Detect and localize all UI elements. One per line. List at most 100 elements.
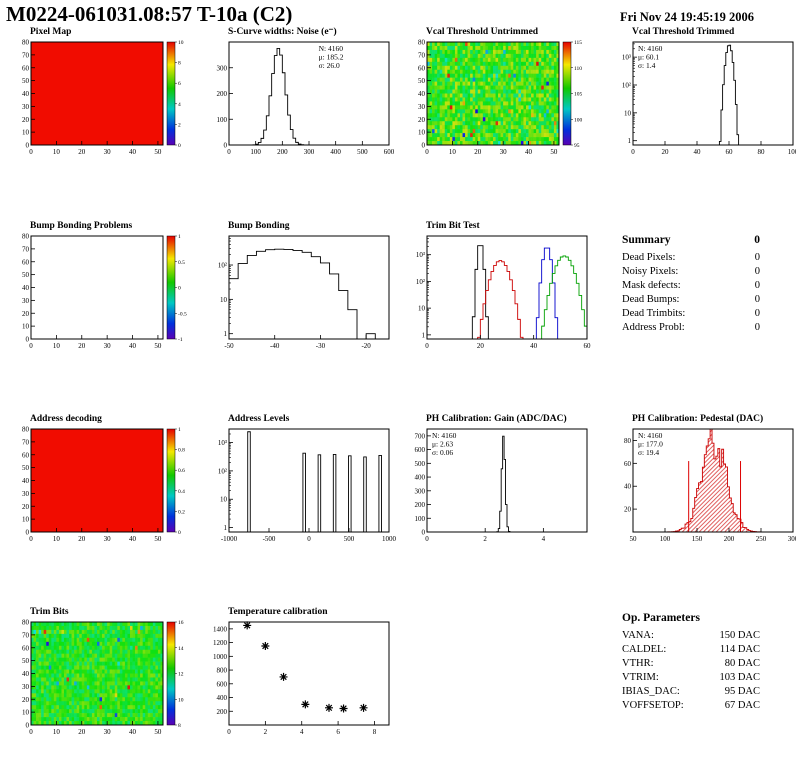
svg-text:500: 500	[357, 148, 368, 156]
chart-title: Trim Bit Test	[426, 221, 480, 231]
svg-text:200: 200	[277, 148, 288, 156]
chart-title: Pixel Map	[30, 27, 72, 37]
panel-bump-problems: Bump Bonding Problems 0 10 20 30 40 50 0 10 20 30…	[4, 221, 200, 352]
chart-title: Vcal Threshold Trimmed	[632, 27, 735, 37]
svg-text:1: 1	[224, 330, 228, 338]
op-parameters-header: Op. Parameters	[622, 612, 760, 624]
op-parameter-value: 114 DAC	[719, 644, 760, 655]
svg-text:100: 100	[250, 148, 261, 156]
svg-text:10: 10	[624, 109, 632, 117]
svg-text:1000: 1000	[382, 535, 397, 543]
svg-text:30: 30	[22, 103, 30, 111]
svg-text:50: 50	[630, 535, 638, 543]
summary-row-label: Mask defects:	[622, 280, 681, 291]
svg-text:0: 0	[425, 148, 429, 156]
svg-text:700: 700	[415, 432, 426, 440]
svg-text:4: 4	[300, 728, 304, 736]
svg-text:400: 400	[415, 474, 426, 482]
svg-text:20: 20	[662, 148, 670, 156]
chart-title: Bump Bonding	[228, 221, 290, 231]
vcal-untrimmed-chart: 0 10 20 30 40 50 0 10 20 30 40 50 60 70 80 115 110 105 100…	[418, 39, 583, 157]
svg-text:60: 60	[22, 644, 30, 652]
svg-text:600: 600	[384, 148, 395, 156]
svg-text:N: 4160: N: 4160	[638, 431, 663, 440]
svg-text:150: 150	[692, 535, 703, 543]
svg-text:600: 600	[415, 446, 426, 454]
svg-text:20: 20	[22, 503, 30, 511]
svg-text:0: 0	[26, 529, 30, 537]
svg-text:1200: 1200	[213, 639, 228, 647]
svg-text:100: 100	[415, 515, 426, 523]
svg-text:0: 0	[422, 529, 426, 537]
svg-text:100: 100	[217, 116, 228, 124]
svg-text:50: 50	[154, 535, 162, 543]
svg-text:1400: 1400	[213, 625, 228, 633]
svg-text:10²: 10²	[218, 467, 227, 475]
svg-text:10³: 10³	[416, 251, 425, 259]
svg-text:0: 0	[29, 148, 33, 156]
svg-text:μ: 2.63: μ: 2.63	[432, 440, 453, 449]
svg-text:200: 200	[415, 501, 426, 509]
svg-text:1: 1	[224, 524, 228, 532]
svg-text:0: 0	[178, 143, 181, 149]
svg-text:12: 12	[178, 672, 184, 678]
svg-text:0: 0	[227, 148, 231, 156]
svg-text:0: 0	[307, 535, 311, 543]
svg-text:60: 60	[418, 64, 426, 72]
op-parameter-row: CALDEL: 114 DAC	[622, 643, 760, 657]
bump-problems-chart: 0 10 20 30 40 50 0 10 20 30 40 50 60 70 80 1 0.5 0 -0.5 -1	[22, 233, 187, 351]
svg-text:20: 20	[78, 148, 86, 156]
op-parameter-label: VOFFSETOP:	[622, 700, 684, 711]
bump-bonding-chart: -50 -40 -30 -20 1 10 10²	[218, 235, 390, 350]
svg-text:20: 20	[418, 116, 426, 124]
svg-text:10²: 10²	[416, 278, 425, 286]
summary-total: 0	[754, 234, 760, 246]
panel-vcal-trimmed: Vcal Threshold Trimmed 0 20 40 60 80 100 1 10 10…	[606, 27, 796, 158]
svg-text:100: 100	[788, 148, 796, 156]
svg-text:20: 20	[78, 342, 86, 350]
svg-text:30: 30	[418, 103, 426, 111]
svg-text:40: 40	[22, 284, 30, 292]
svg-text:30: 30	[104, 342, 112, 350]
panel-bump-bonding: Bump Bonding -50 -40 -30 -20 1 10 10²	[202, 221, 398, 352]
svg-text:30: 30	[22, 683, 30, 691]
svg-text:4: 4	[178, 102, 181, 108]
svg-text:40: 40	[129, 728, 137, 736]
temperature-calibration-chart: 0 2 4 6 8 200 400 600 800 1000 1200 1400	[213, 621, 390, 736]
op-parameter-label: VTRIM:	[622, 672, 659, 683]
summary-row: Mask defects: 0	[622, 279, 760, 293]
op-parameter-row: VTHR: 80 DAC	[622, 657, 760, 671]
svg-text:20: 20	[22, 116, 30, 124]
svg-text:250: 250	[756, 535, 767, 543]
svg-text:1: 1	[178, 427, 181, 433]
svg-text:σ: 0.06: σ: 0.06	[432, 448, 453, 457]
svg-text:10: 10	[53, 342, 61, 350]
summary-row-label: Dead Pixels:	[622, 252, 676, 263]
svg-text:N: 4160: N: 4160	[319, 44, 344, 53]
svg-text:70: 70	[22, 438, 30, 446]
chart-title: Address decoding	[30, 414, 102, 424]
svg-text:80: 80	[758, 148, 766, 156]
svg-text:10: 10	[449, 148, 457, 156]
svg-text:-1: -1	[178, 337, 183, 343]
svg-text:2: 2	[264, 728, 268, 736]
svg-text:40: 40	[22, 90, 30, 98]
svg-text:20: 20	[22, 310, 30, 318]
svg-text:10: 10	[53, 148, 61, 156]
svg-text:105: 105	[574, 92, 583, 98]
svg-text:10: 10	[22, 323, 30, 331]
svg-text:300: 300	[415, 487, 426, 495]
svg-text:80: 80	[22, 39, 30, 47]
svg-text:10: 10	[22, 129, 30, 137]
svg-text:60: 60	[22, 64, 30, 72]
address-decoding-chart: 0 10 20 30 40 50 0 10 20 30 40 50 60 70 80 1 0.8 0.6 0.4 0.…	[22, 426, 185, 544]
op-parameter-row: IBIAS_DAC: 95 DAC	[622, 685, 760, 699]
panel-address-decoding: Address decoding 0 10 20 30 40 50 0 10 20 30 40 50 6…	[4, 414, 200, 545]
op-parameter-label: VTHR:	[622, 658, 654, 669]
address-levels-chart: -1000 -500 0 500 1000 1 10 10² 10³	[218, 428, 397, 543]
svg-text:40: 40	[694, 148, 702, 156]
summary-row-label: Dead Bumps:	[622, 294, 680, 305]
svg-text:14: 14	[178, 646, 184, 652]
